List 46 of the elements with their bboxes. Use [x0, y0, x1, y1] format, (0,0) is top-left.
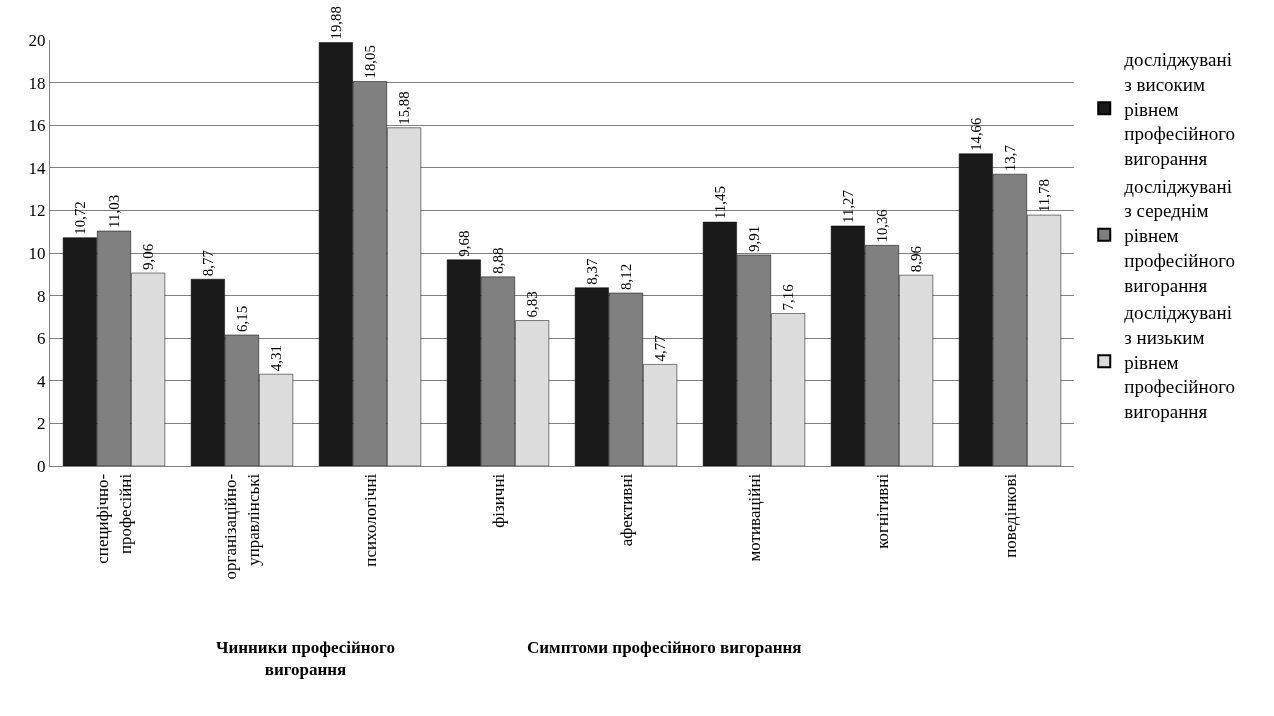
text: Симптоми професійного вигорання: [527, 638, 802, 657]
data-label: 9,91: [746, 225, 762, 252]
x-tick-label: специфічно-професійні: [93, 473, 135, 564]
data-label: 10,72: [71, 201, 88, 235]
data-label: 19,88: [327, 6, 344, 40]
y-tick-label: 10: [28, 243, 46, 263]
x-tick-label: мотиваційні: [744, 473, 764, 562]
y-tick-label: 0: [37, 456, 46, 476]
x-tick-label: поведінкові: [1000, 473, 1020, 558]
data-label: 15,88: [396, 91, 413, 125]
data-label: 8,96: [908, 245, 925, 273]
data-label: 7,16: [780, 283, 797, 311]
x-tick-label: афективні: [616, 473, 636, 547]
y-tick-label: 2: [37, 414, 46, 434]
data-label: 9,68: [455, 230, 472, 257]
data-label: 10,36: [873, 209, 890, 243]
text: Чинники професійного вигорання: [216, 638, 395, 680]
data-label: 8,77: [199, 249, 216, 277]
data-label: 8,37: [583, 257, 600, 285]
x-tick-label: організаційно-управлінські: [221, 473, 263, 580]
data-label: 6,83: [524, 291, 541, 318]
data-label: 8,12: [618, 263, 634, 291]
y-tick-label: 12: [28, 201, 46, 221]
data-label: 11,78: [1036, 178, 1053, 213]
data-label: 4,31: [268, 344, 285, 372]
y-tick-label: 20: [28, 30, 46, 50]
legend-label: досліджувані з низьким рівнем професійного вигорання: [1124, 302, 1236, 423]
x-tick-label: когнітивні: [872, 473, 892, 549]
y-tick-label: 14: [28, 158, 47, 178]
data-label: 4,77: [652, 334, 669, 362]
y-tick-label: 4: [37, 371, 47, 391]
data-label: 11,03: [106, 194, 122, 229]
data-label: 14,66: [967, 117, 984, 151]
y-tick-label: 6: [37, 329, 46, 349]
data-label: 18,05: [361, 45, 378, 79]
data-label: 8,88: [490, 247, 506, 274]
y-tick-label: 18: [28, 73, 46, 93]
x-tick-label: психологічні: [360, 473, 380, 567]
data-label: 13,7: [1002, 144, 1018, 172]
x-tick-label: фізичні: [488, 473, 508, 528]
data-label: 9,06: [140, 243, 157, 271]
y-tick-label: 16: [28, 116, 46, 136]
data-label: 11,27: [839, 189, 856, 223]
data-label: 6,15: [234, 305, 250, 333]
y-tick-label: 8: [37, 286, 46, 306]
data-label: 11,45: [711, 185, 728, 220]
